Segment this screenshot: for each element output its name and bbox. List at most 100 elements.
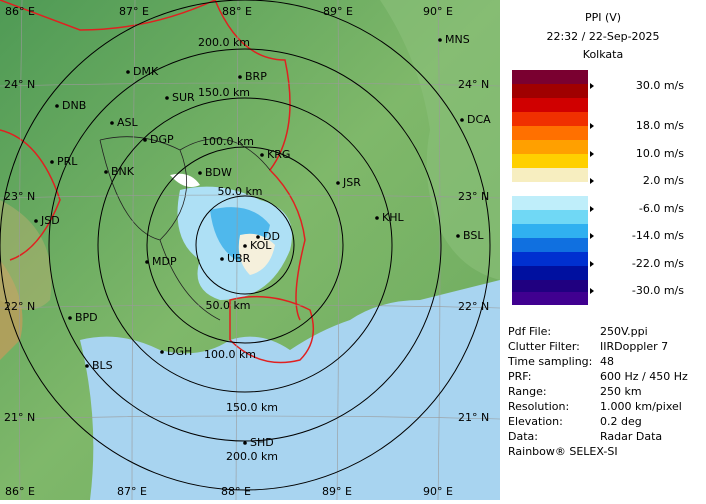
- longitude-label: 90° E: [423, 5, 453, 18]
- city-label: JSD: [40, 214, 60, 227]
- city-dot: [55, 104, 59, 108]
- city-dot: [238, 75, 242, 79]
- city-dot: [456, 234, 460, 238]
- info-value: 1.000 km/pixel: [600, 400, 682, 413]
- range-label: 50.0 km: [217, 185, 262, 198]
- longitude-label: 90° E: [423, 485, 453, 498]
- city-label: JSR: [342, 176, 361, 189]
- scale-label: 10.0 m/s: [636, 147, 684, 160]
- info-label: PRF:: [508, 370, 531, 383]
- scale-label: 2.0 m/s: [643, 174, 684, 187]
- info-label: Data:: [508, 430, 538, 443]
- city-label: KHL: [382, 211, 404, 224]
- map: [0, 0, 501, 501]
- city-dot: [160, 350, 164, 354]
- city-dot: [260, 153, 264, 157]
- range-label: 50.0 km: [205, 299, 250, 312]
- city-label: PRL: [57, 155, 78, 168]
- latitude-label: 22° N: [458, 300, 489, 313]
- footer: Rainbow® SELEX-SI: [508, 445, 618, 458]
- scale-pointer: [590, 261, 594, 267]
- city-label: DD: [263, 230, 280, 243]
- info-label: Pdf File:: [508, 325, 551, 338]
- city-dot: [68, 316, 72, 320]
- city-label: BPD: [75, 311, 98, 324]
- info-label: Elevation:: [508, 415, 563, 428]
- city-dot: [143, 138, 147, 142]
- info-value: IIRDoppler 7: [600, 340, 668, 353]
- city-dot: [243, 244, 247, 248]
- scale-pointer: [590, 288, 594, 294]
- city-label: MDP: [152, 255, 177, 268]
- city-label: DGP: [150, 133, 174, 146]
- city-label: BDW: [205, 166, 232, 179]
- city-label: BNK: [111, 165, 135, 178]
- scale-label: -30.0 m/s: [632, 284, 684, 297]
- city-label: DMK: [133, 65, 159, 78]
- city-dot: [34, 219, 38, 223]
- city-label: BLS: [92, 359, 113, 372]
- longitude-label: 87° E: [117, 485, 147, 498]
- color-bar: [512, 70, 588, 305]
- info-value: 250V.ppi: [600, 325, 648, 338]
- city-dot: [50, 160, 54, 164]
- range-label: 150.0 km: [226, 401, 278, 414]
- city-label: DCA: [467, 113, 491, 126]
- city-dot: [243, 441, 247, 445]
- city-dot: [438, 38, 442, 42]
- longitude-label: 89° E: [323, 5, 353, 18]
- latitude-label: 22° N: [4, 300, 35, 313]
- longitude-label: 87° E: [119, 5, 149, 18]
- scale-pointer: [590, 206, 594, 212]
- city-dot: [256, 235, 260, 239]
- scale-pointer: [590, 83, 594, 89]
- latitude-label: 23° N: [4, 190, 35, 203]
- longitude-label: 88° E: [222, 5, 252, 18]
- info-label: Time sampling:: [507, 355, 592, 368]
- city-label: SHD: [250, 436, 274, 449]
- latitude-label: 23° N: [458, 190, 489, 203]
- longitude-label: 86° E: [5, 485, 35, 498]
- range-label: 100.0 km: [204, 348, 256, 361]
- range-label: 150.0 km: [198, 86, 250, 99]
- info-value: 0.2 deg: [600, 415, 642, 428]
- range-label: 200.0 km: [226, 450, 278, 463]
- title: PPI (V): [585, 11, 621, 24]
- latitude-label: 24° N: [458, 78, 489, 91]
- city-label: DNB: [62, 99, 86, 112]
- info-value: 600 Hz / 450 Hz: [600, 370, 688, 383]
- scale-label: 18.0 m/s: [636, 119, 684, 132]
- city-dot: [165, 96, 169, 100]
- info-value: Radar Data: [600, 430, 662, 443]
- city-dot: [104, 170, 108, 174]
- info-label: Resolution:: [508, 400, 569, 413]
- city-label: BSL: [463, 229, 484, 242]
- longitude-label: 86° E: [5, 5, 35, 18]
- latitude-label: 21° N: [4, 411, 35, 424]
- info-value: 48: [600, 355, 614, 368]
- scale-label: -14.0 m/s: [632, 229, 684, 242]
- latitude-label: 24° N: [4, 78, 35, 91]
- scale-label: -22.0 m/s: [632, 257, 684, 270]
- scale-pointer: [590, 178, 594, 184]
- city-label: ASL: [117, 116, 139, 129]
- city-label: KOL: [250, 239, 272, 252]
- city-dot: [145, 260, 149, 264]
- range-label: 200.0 km: [198, 36, 250, 49]
- scale-pointer: [590, 123, 594, 129]
- longitude-label: 88° E: [221, 485, 251, 498]
- city-dot: [110, 121, 114, 125]
- city-dot: [198, 171, 202, 175]
- city-label: KRG: [267, 148, 290, 161]
- info-value: 250 km: [600, 385, 642, 398]
- side-panel: [500, 0, 706, 500]
- scale-pointer: [590, 151, 594, 157]
- city-dot: [220, 257, 224, 261]
- city-dot: [85, 364, 89, 368]
- station: Kolkata: [583, 48, 623, 61]
- city-label: SUR: [172, 91, 195, 104]
- city-label: BRP: [245, 70, 267, 83]
- range-label: 100.0 km: [202, 135, 254, 148]
- city-label: MNS: [445, 33, 470, 46]
